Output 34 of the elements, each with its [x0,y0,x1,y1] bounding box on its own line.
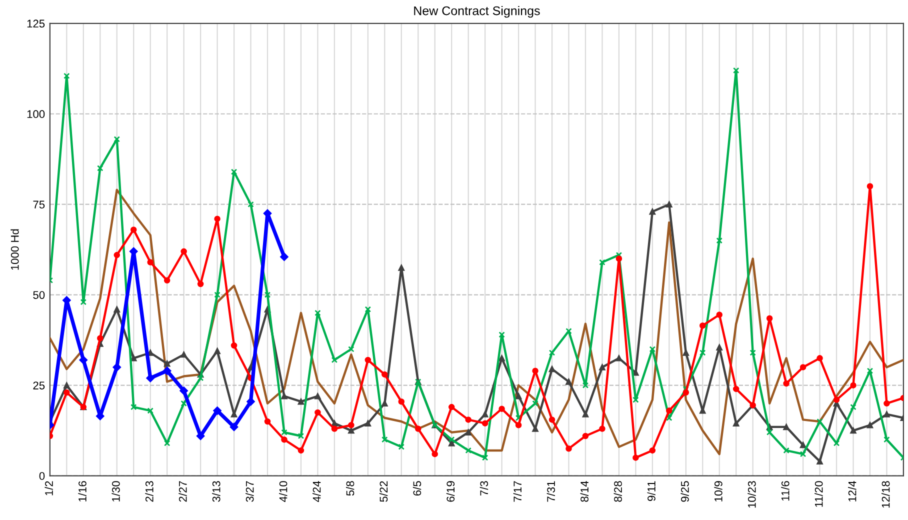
x-tick-label: 4/24 [312,480,321,502]
y-tick-label: 100 [27,110,45,118]
x-tick-label: 1/16 [78,481,86,502]
y-axis-title: 1000 Hd [10,229,19,270]
y-tick-label: 50 [33,291,45,299]
y-tick-label: 75 [33,200,45,208]
x-tick-label: 11/6 [781,481,790,501]
x-tick-label: 7/31 [546,481,555,502]
x-tick-label: 2/27 [178,481,187,502]
x-tick-label: 1/30 [112,481,120,502]
x-tick-label: 10/23 [748,481,756,508]
y-tick-label: 125 [27,20,45,28]
x-tick-label: 11/20 [814,481,823,507]
x-tick-label: 7/3 [480,481,488,496]
x-tick-label: 8/14 [580,480,588,502]
x-tick-label: 1/2 [44,481,53,496]
x-tick-label: 5/8 [346,481,354,496]
x-tick-label: 10/9 [714,481,722,502]
y-tick-label: 25 [33,382,45,390]
x-tick-label: 12/18 [882,481,890,508]
x-tick-label: 3/27 [246,481,254,502]
x-tick-label: 9/11 [647,481,656,501]
x-tick-label: 2/13 [145,481,154,502]
x-tick-label: 4/10 [279,481,288,502]
x-tick-label: 3/13 [212,481,220,502]
chart-title: New Contract Signings [414,6,540,18]
x-tick-label: 7/17 [513,481,522,502]
x-tick-label: 12/4 [848,480,856,502]
x-tick-label: 9/25 [680,481,689,502]
x-tick-label: 6/5 [412,481,422,496]
x-tick-label: 5/22 [379,481,388,502]
x-tick-label: 6/19 [446,481,455,502]
x-tick-label: 8/28 [614,481,622,502]
y-tick-label: 0 [39,472,45,480]
